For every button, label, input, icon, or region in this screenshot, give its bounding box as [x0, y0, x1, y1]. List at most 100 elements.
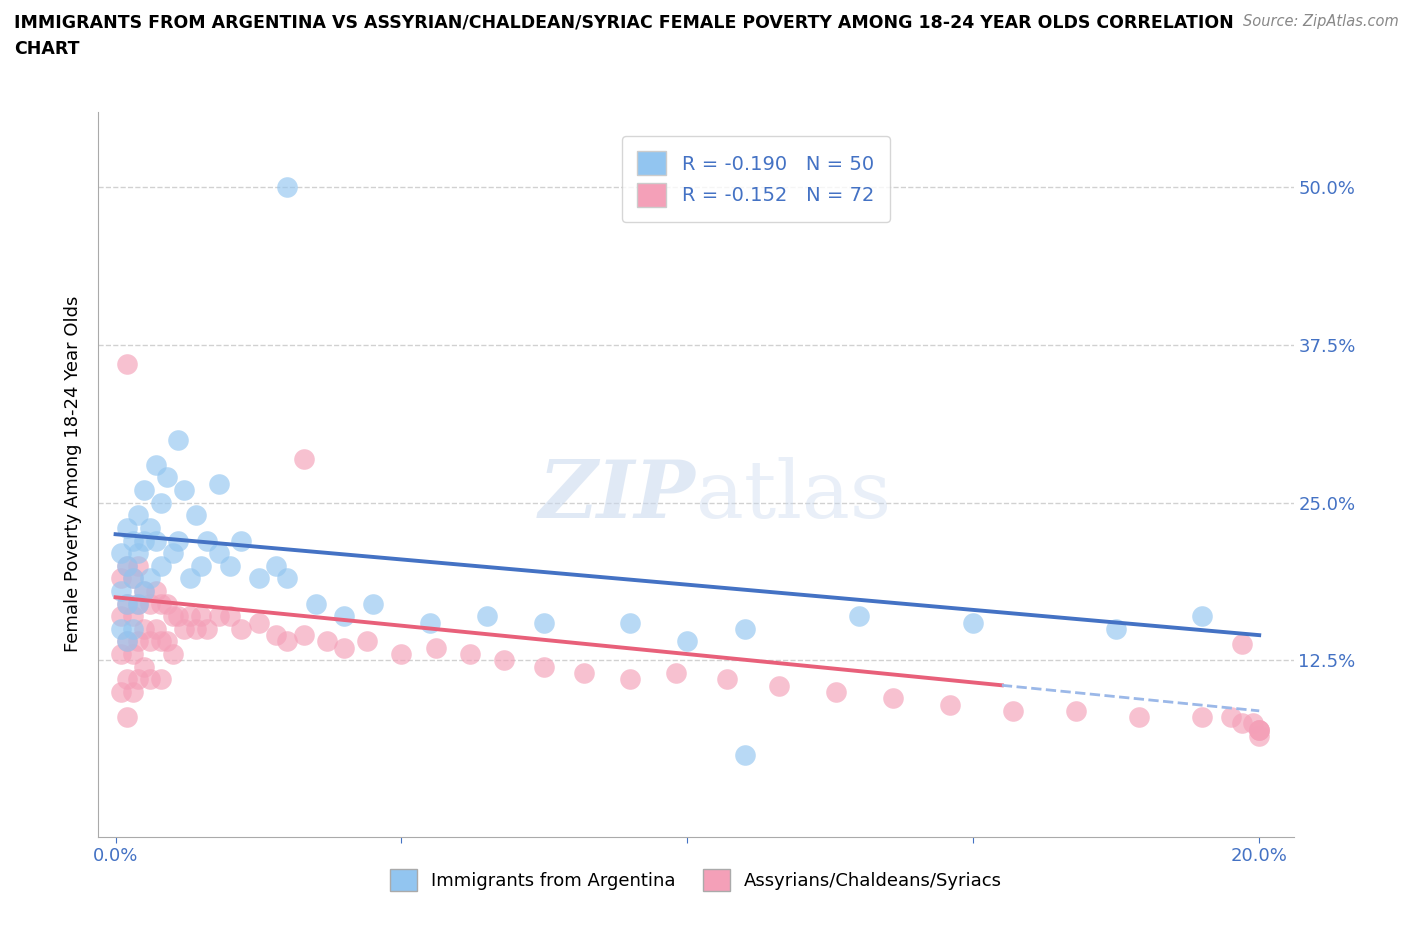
Point: [115, 634, 138, 649]
Legend: Immigrants from Argentina, Assyrians/Chaldeans/Syriacs: Immigrants from Argentina, Assyrians/Cha…: [381, 860, 1011, 900]
Point: [127, 596, 149, 611]
Point: [139, 634, 162, 649]
Point: [121, 571, 143, 586]
Point: [167, 533, 190, 548]
Point: [134, 583, 156, 598]
Point: [494, 653, 516, 668]
Point: [162, 546, 184, 561]
Point: [162, 609, 184, 624]
Point: [110, 621, 132, 636]
Point: [145, 583, 167, 598]
Point: [1219, 710, 1241, 724]
Point: [150, 634, 173, 649]
Point: [1249, 723, 1271, 737]
Point: [533, 615, 555, 630]
Point: [848, 609, 870, 624]
Point: [110, 646, 132, 661]
Point: [139, 571, 162, 586]
Point: [219, 609, 242, 624]
Point: [150, 671, 173, 686]
Point: [574, 666, 596, 681]
Point: [121, 684, 143, 699]
Point: [1064, 703, 1087, 718]
Point: [150, 596, 173, 611]
Point: [207, 546, 229, 561]
Point: [115, 634, 138, 649]
Point: [115, 521, 138, 536]
Text: atlas: atlas: [696, 457, 891, 535]
Point: [1243, 716, 1265, 731]
Point: [110, 684, 132, 699]
Point: [391, 646, 413, 661]
Point: [1002, 703, 1025, 718]
Point: [276, 634, 298, 649]
Point: [184, 508, 207, 523]
Point: [316, 634, 339, 649]
Text: IMMIGRANTS FROM ARGENTINA VS ASSYRIAN/CHALDEAN/SYRIAC FEMALE POVERTY AMONG 18-24: IMMIGRANTS FROM ARGENTINA VS ASSYRIAN/CH…: [14, 14, 1234, 59]
Point: [115, 671, 138, 686]
Point: [333, 641, 356, 656]
Point: [179, 571, 201, 586]
Point: [190, 609, 212, 624]
Point: [276, 179, 298, 194]
Point: [419, 615, 441, 630]
Point: [145, 621, 167, 636]
Point: [231, 621, 253, 636]
Point: [145, 533, 167, 548]
Point: [1230, 716, 1253, 731]
Point: [184, 621, 207, 636]
Point: [127, 508, 149, 523]
Point: [115, 558, 138, 573]
Point: [305, 596, 328, 611]
Point: [156, 634, 179, 649]
Point: [1128, 710, 1150, 724]
Point: [173, 483, 195, 498]
Point: [127, 546, 149, 561]
Point: [173, 621, 195, 636]
Point: [110, 609, 132, 624]
Point: [127, 558, 149, 573]
Point: [134, 659, 156, 674]
Point: [361, 596, 384, 611]
Point: [121, 533, 143, 548]
Point: [477, 609, 499, 624]
Point: [121, 646, 143, 661]
Point: [1249, 728, 1271, 743]
Point: [115, 596, 138, 611]
Point: [127, 671, 149, 686]
Point: [356, 634, 378, 649]
Point: [939, 698, 962, 712]
Point: [458, 646, 481, 661]
Point: [195, 533, 218, 548]
Point: [1191, 609, 1213, 624]
Point: [167, 609, 190, 624]
Point: [121, 621, 143, 636]
Point: [716, 671, 738, 686]
Point: [150, 496, 173, 511]
Point: [115, 558, 138, 573]
Point: [276, 571, 298, 586]
Point: [139, 596, 162, 611]
Point: [134, 533, 156, 548]
Y-axis label: Female Poverty Among 18-24 Year Olds: Female Poverty Among 18-24 Year Olds: [63, 296, 82, 653]
Point: [139, 671, 162, 686]
Point: [121, 571, 143, 586]
Point: [1191, 710, 1213, 724]
Point: [110, 583, 132, 598]
Point: [145, 458, 167, 472]
Point: [219, 558, 242, 573]
Point: [882, 691, 904, 706]
Point: [247, 571, 270, 586]
Point: [768, 678, 790, 693]
Point: [825, 684, 848, 699]
Point: [207, 476, 229, 491]
Point: [619, 671, 641, 686]
Point: [533, 659, 555, 674]
Point: [231, 533, 253, 548]
Point: [156, 470, 179, 485]
Point: [190, 558, 212, 573]
Text: Source: ZipAtlas.com: Source: ZipAtlas.com: [1243, 14, 1399, 29]
Point: [167, 432, 190, 447]
Point: [962, 615, 984, 630]
Point: [110, 571, 132, 586]
